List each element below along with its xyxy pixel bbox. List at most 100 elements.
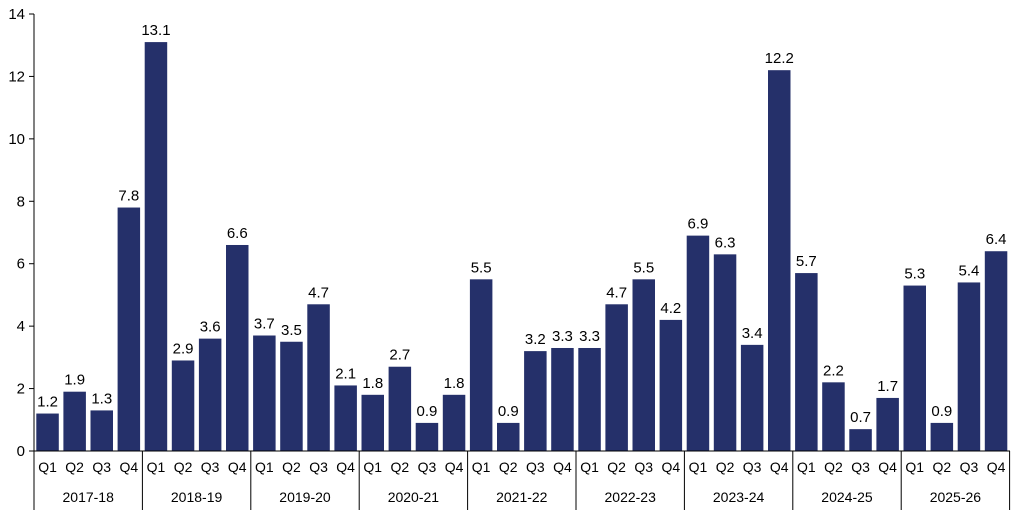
bar [686, 235, 710, 451]
bar [930, 422, 954, 451]
bar [388, 366, 412, 451]
data-label: 2.1 [335, 365, 356, 382]
year-label: 2023-24 [713, 489, 765, 505]
quarter-label: Q3 [92, 459, 111, 475]
data-label: 3.4 [742, 325, 763, 342]
quarter-label: Q1 [147, 459, 166, 475]
bar [903, 285, 926, 451]
data-label: 1.7 [877, 378, 898, 395]
bar [442, 394, 466, 451]
bar [198, 338, 222, 451]
year-label: 2018-19 [171, 489, 223, 505]
y-tick-label: 6 [17, 256, 25, 273]
data-label: 3.3 [552, 328, 573, 345]
data-label: 4.7 [308, 284, 329, 301]
bar [361, 394, 384, 451]
bar [984, 251, 1008, 451]
data-label: 6.4 [986, 231, 1007, 248]
bar [524, 351, 547, 451]
bar [415, 422, 439, 451]
data-label: 3.6 [200, 319, 221, 336]
data-label: 13.1 [141, 22, 170, 39]
data-label: 4.7 [606, 284, 627, 301]
bar [334, 385, 357, 451]
quarter-label: Q3 [201, 459, 220, 475]
quarter-label: Q1 [797, 459, 816, 475]
quarter-label: Q2 [174, 459, 193, 475]
quarter-label: Q4 [662, 459, 681, 475]
quarter-label: Q3 [418, 459, 437, 475]
quarter-label: Q1 [472, 459, 491, 475]
quarter-label: Q1 [38, 459, 57, 475]
bar [849, 429, 872, 451]
bar [171, 360, 195, 451]
bar [876, 397, 899, 451]
data-label: 0.9 [417, 403, 438, 420]
data-label: 0.9 [931, 403, 952, 420]
quarter-label: Q2 [933, 459, 952, 475]
bars [36, 42, 1008, 451]
quarter-label: Q3 [960, 459, 979, 475]
y-tick-label: 8 [17, 193, 25, 210]
year-label: 2022-23 [605, 489, 657, 505]
data-label: 5.4 [959, 262, 980, 279]
data-label: 3.7 [254, 316, 275, 333]
quarter-label: Q4 [878, 459, 897, 475]
bar [768, 70, 791, 451]
bar [90, 410, 113, 451]
year-label: 2021-22 [496, 489, 548, 505]
data-label: 3.5 [281, 322, 302, 339]
data-label: 1.8 [444, 375, 465, 392]
quarter-label: Q4 [770, 459, 789, 475]
data-label: 0.7 [850, 409, 871, 426]
quarter-label: Q3 [309, 459, 328, 475]
quarter-label: Q4 [987, 459, 1006, 475]
bar [497, 422, 520, 451]
quarter-label: Q1 [580, 459, 599, 475]
year-label: 2017-18 [63, 489, 115, 505]
bar [307, 304, 330, 451]
data-label: 3.2 [525, 331, 546, 348]
quarter-label: Q3 [634, 459, 653, 475]
year-label: 2025-26 [930, 489, 982, 505]
bar [795, 273, 818, 451]
quarter-label: Q4 [445, 459, 464, 475]
bar [469, 279, 493, 451]
quarter-label: Q1 [363, 459, 382, 475]
bar [551, 347, 574, 451]
quarter-label: Q1 [905, 459, 924, 475]
data-label: 1.3 [91, 390, 112, 407]
quarter-label: Q3 [743, 459, 762, 475]
bar [822, 382, 845, 451]
y-tick-label: 10 [8, 131, 25, 148]
bar [36, 413, 59, 451]
data-label: 2.7 [389, 347, 410, 364]
x-axis: Q1 Q2 Q3 Q4 Q1 Q2 Q3 Q4 Q1 Q2 Q3 Q4 Q1 Q2 Q3 Q4 Q1 Q2 Q3 Q4… [33, 450, 1011, 510]
data-label: 5.3 [904, 266, 925, 283]
data-label: 6.6 [227, 225, 248, 242]
bar [63, 391, 86, 451]
bar [659, 319, 683, 451]
bar [605, 304, 628, 451]
y-tick-label: 2 [17, 381, 25, 398]
quarter-label: Q2 [282, 459, 301, 475]
bar [226, 244, 249, 451]
data-label: 2.9 [173, 340, 194, 357]
y-tick-label: 4 [17, 318, 25, 335]
quarter-label: Q2 [391, 459, 410, 475]
y-axis: 0 2 4 6 8 10 12 14 [8, 6, 35, 460]
bar [713, 254, 737, 451]
quarter-label: Q4 [228, 459, 247, 475]
bar [740, 344, 764, 451]
quarter-label: Q4 [553, 459, 572, 475]
year-label: 2019-20 [279, 489, 331, 505]
quarter-label: Q2 [65, 459, 84, 475]
y-tick-label: 0 [17, 443, 25, 460]
data-label: 12.2 [765, 50, 794, 67]
data-label: 4.2 [660, 300, 681, 317]
data-labels: 1.2 1.9 1.3 7.8 13.1 2.9 3.6 6.6 3.7 3.5 4.7 2.1 1.8… [37, 22, 1006, 426]
quarter-label: Q4 [120, 459, 139, 475]
data-label: 5.7 [796, 253, 817, 270]
quarter-label: Q4 [336, 459, 355, 475]
